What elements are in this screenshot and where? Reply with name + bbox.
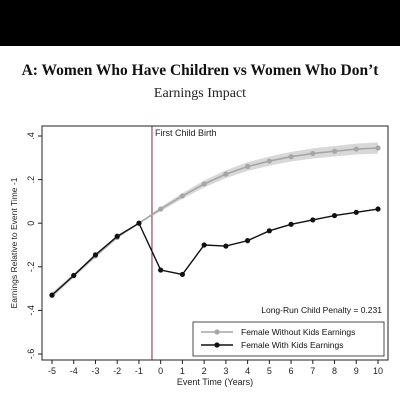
series-point-1 [288, 221, 294, 227]
series-point-1 [92, 252, 99, 258]
x-tick-label: 1 [180, 366, 185, 376]
x-tick-label: -1 [135, 366, 143, 376]
series-point-1 [158, 267, 164, 273]
x-tick-label: 8 [332, 366, 337, 376]
x-tick-label: 10 [373, 366, 383, 376]
series-point-1 [114, 233, 120, 239]
series-point-0 [353, 146, 359, 152]
x-axis-label: Event Time (Years) [177, 377, 253, 387]
series-point-1 [179, 271, 185, 278]
chart-subtitle: Earnings Impact [153, 86, 247, 101]
x-tick-label: 9 [354, 366, 359, 376]
series-point-1 [310, 217, 316, 223]
series-point-1 [353, 209, 359, 215]
series-point-0 [310, 150, 316, 157]
series-point-1 [71, 272, 77, 279]
plot-frame [41, 125, 389, 361]
confidence-band [52, 142, 378, 298]
y-axis-label: Earnings Relative to Event Time -1 [9, 177, 19, 308]
legend-marker-1 [214, 342, 220, 348]
series-point-1 [266, 228, 272, 234]
series-point-1 [136, 220, 142, 226]
series-point-1 [375, 206, 381, 212]
series-point-0 [223, 171, 229, 177]
event-line-label: First Child Birth [155, 128, 217, 138]
y-tick-label: .4 [26, 132, 36, 140]
y-tick-label: -.2 [26, 262, 36, 273]
series-point-1 [223, 243, 229, 249]
y-tick-label: .2 [26, 176, 36, 184]
x-tick-label: 7 [310, 366, 315, 376]
x-tick-label: 6 [289, 366, 294, 376]
legend-label-0: Female Without Kids Earnings [241, 327, 355, 337]
legend-label-1: Female With Kids Earnings [241, 340, 344, 350]
series-line-1 [51, 208, 379, 296]
series-line-0 [51, 147, 379, 296]
top-black-bar [0, 0, 400, 46]
series-point-0 [201, 181, 207, 187]
legend-marker-0 [214, 329, 220, 335]
x-tick-label: 2 [202, 366, 207, 376]
x-tick-label: 5 [267, 366, 272, 376]
series-point-0 [331, 148, 338, 154]
series-point-1 [49, 292, 55, 298]
x-tick-label: 4 [245, 366, 250, 376]
series-point-1 [245, 238, 251, 244]
x-tick-label: 3 [223, 366, 228, 376]
series-point-1 [331, 212, 338, 219]
y-tick-label: -.6 [26, 349, 36, 360]
series-point-0 [158, 206, 164, 212]
series-point-0 [245, 163, 251, 170]
penalty-annotation: Long-Run Child Penalty = 0.231 [261, 305, 382, 315]
x-tick-label: -4 [70, 366, 78, 376]
series-point-0 [266, 158, 272, 164]
series-point-0 [179, 193, 185, 199]
chart-title: A: Women Who Have Children vs Women Who … [21, 62, 379, 79]
y-tick-label: 0 [26, 221, 36, 226]
x-tick-label: 0 [158, 366, 163, 376]
series-point-0 [288, 154, 294, 160]
legend-box [192, 321, 385, 357]
series-point-1 [201, 242, 207, 248]
x-tick-label: -3 [91, 366, 99, 376]
series-point-0 [375, 145, 381, 151]
y-tick-label: -.4 [26, 305, 36, 316]
x-tick-label: -5 [48, 366, 56, 376]
x-tick-label: -2 [113, 366, 121, 376]
